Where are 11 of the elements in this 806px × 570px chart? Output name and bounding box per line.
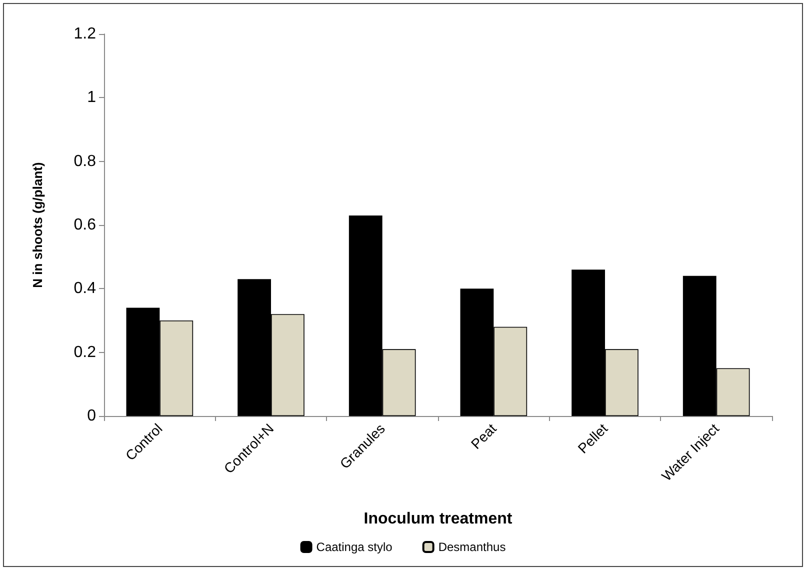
- y-tick-label: 0.4: [74, 280, 96, 298]
- legend-label: Desmanthus: [438, 540, 506, 554]
- y-tick-label: 1: [87, 89, 96, 106]
- y-tick-label: 0.8: [74, 152, 96, 170]
- y-tick-label: 0.2: [74, 344, 96, 361]
- x-axis-title: Inoculum treatment: [364, 510, 513, 528]
- y-tick-label: 0: [87, 408, 96, 424]
- y-tick-label: 1.2: [74, 26, 96, 42]
- y-axis-title: N in shoots (g/plant): [30, 162, 45, 288]
- legend-label: Caatinga stylo: [316, 540, 393, 554]
- y-tick-label: 0.6: [74, 216, 96, 234]
